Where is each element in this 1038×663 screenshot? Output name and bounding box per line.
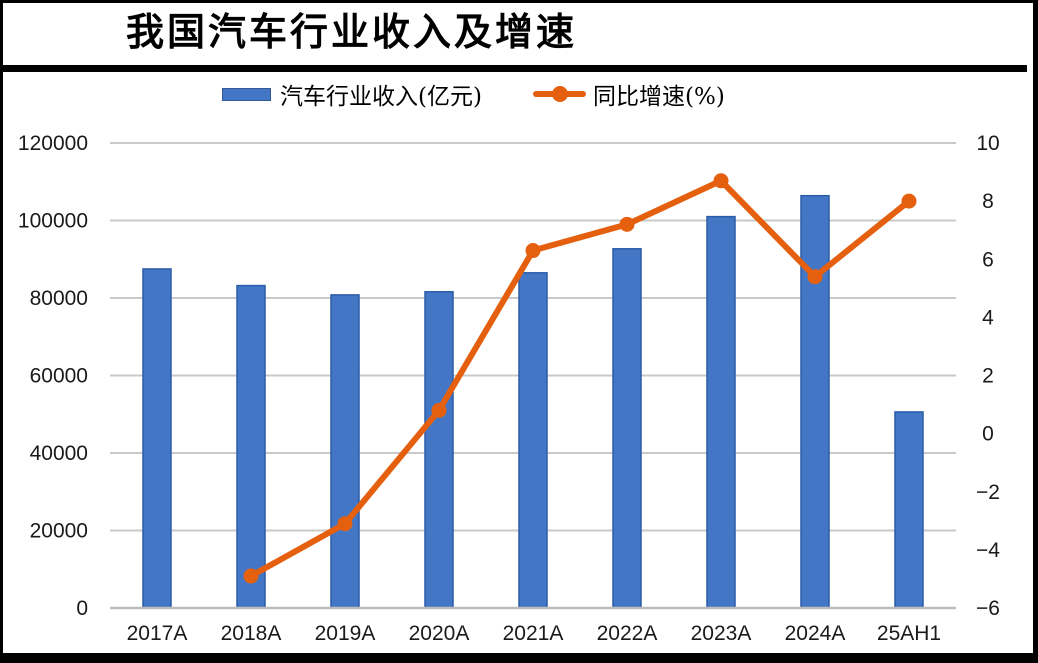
growth-line (248, 177, 912, 580)
left-axis-labels: 0 20000 40000 60000 80000 100000 120000 (18, 132, 88, 620)
title-underline-rule (3, 65, 1027, 72)
right-axis-labels: −6 −4 −2 0 2 4 6 8 10 (976, 132, 1000, 620)
bar-2022A (612, 248, 642, 609)
svg-text:2: 2 (982, 365, 994, 388)
bar-2024A (800, 194, 830, 609)
svg-text:80000: 80000 (30, 287, 88, 310)
bar-2021A (518, 272, 548, 609)
svg-text:10: 10 (976, 132, 999, 155)
svg-text:40000: 40000 (30, 442, 88, 465)
chart-title: 我国汽车行业收入及增速 (126, 9, 578, 54)
x-label-2019A: 2019A (315, 622, 376, 645)
bar-25AH1 (894, 411, 924, 609)
bar-2023A (706, 215, 736, 609)
legend-label-growth: 同比增速(%) (593, 84, 725, 110)
growth-marker (525, 243, 541, 259)
bar-2018A (236, 284, 266, 609)
svg-text:0: 0 (76, 597, 88, 620)
x-label-2021A: 2021A (503, 622, 564, 645)
x-label-2023A: 2023A (691, 622, 752, 645)
svg-text:8: 8 (982, 190, 994, 213)
growth-marker (243, 568, 259, 584)
svg-text:−6: −6 (976, 597, 1000, 620)
svg-text:120000: 120000 (18, 132, 88, 155)
svg-text:100000: 100000 (18, 210, 88, 233)
bar-2020A (424, 291, 454, 609)
legend: 汽车行业收入(亿元) 同比增速(%) (0, 80, 1038, 110)
svg-text:−4: −4 (976, 539, 1000, 562)
x-label-25AH1: 25AH1 (877, 622, 941, 645)
svg-text:0: 0 (982, 423, 994, 446)
x-label-2020A: 2020A (409, 622, 470, 645)
growth-marker (337, 516, 353, 532)
x-axis-labels: 2017A 2018A 2019A 2020A 2021A 2022A 2023A 2024A… (127, 622, 941, 645)
growth-line-markers (243, 173, 917, 584)
legend-item-revenue: 汽车行业收入(亿元) (222, 80, 482, 110)
x-label-2022A: 2022A (597, 622, 658, 645)
svg-text:4: 4 (982, 306, 994, 329)
legend-item-growth: 同比增速(%) (533, 80, 725, 110)
growth-marker (713, 173, 729, 189)
bar-2017A (142, 268, 172, 609)
svg-text:60000: 60000 (30, 365, 88, 388)
svg-text:20000: 20000 (30, 520, 88, 543)
growth-marker (901, 193, 917, 209)
x-label-2017A: 2017A (127, 622, 188, 645)
svg-text:−2: −2 (976, 481, 1000, 504)
growth-marker (431, 402, 447, 418)
bar-2019A (330, 294, 360, 609)
bar-series-revenue (142, 194, 924, 609)
x-label-2018A: 2018A (221, 622, 282, 645)
growth-swatch-icon (533, 86, 586, 102)
x-label-2024A: 2024A (785, 622, 846, 645)
growth-marker (619, 216, 635, 232)
revenue-swatch-icon (222, 87, 271, 101)
growth-marker (807, 269, 823, 285)
svg-text:6: 6 (982, 248, 994, 271)
legend-label-revenue: 汽车行业收入(亿元) (280, 84, 482, 110)
